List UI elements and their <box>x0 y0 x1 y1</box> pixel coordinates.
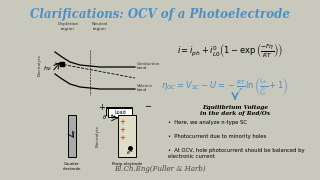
Text: Load: Load <box>114 109 126 114</box>
Text: +: + <box>119 135 125 141</box>
Text: Valence
band: Valence band <box>137 84 153 92</box>
Text: •  Photocurrent due to minority holes: • Photocurrent due to minority holes <box>168 134 266 139</box>
Text: $\theta^+$: $\theta^+$ <box>102 114 112 122</box>
Text: Photo-electrode: Photo-electrode <box>111 162 143 166</box>
Text: Depletion
region: Depletion region <box>57 22 79 31</box>
Text: −: − <box>145 102 151 111</box>
Text: +: + <box>119 127 125 133</box>
Text: $e^-$: $e^-$ <box>126 149 134 157</box>
Text: $\eta_{OC} = V_{SC} - U = -\frac{RT}{F}\ln\left(\frac{i_{ph}}{i^0_{L0}} + 1\righ: $\eta_{OC} = V_{SC} - U = -\frac{RT}{F}\… <box>161 75 289 97</box>
Bar <box>68 115 76 157</box>
Text: +: + <box>99 102 105 111</box>
Text: •  At OCV, hole photocurrent should be balanced by electronic current: • At OCV, hole photocurrent should be ba… <box>168 148 305 159</box>
Text: Electrolyte: Electrolyte <box>96 125 100 147</box>
Text: Electrolyte: Electrolyte <box>38 54 42 76</box>
Text: Counter
electrode: Counter electrode <box>63 162 81 171</box>
Bar <box>108 107 132 117</box>
Text: Conduction
band: Conduction band <box>137 62 160 70</box>
Text: $i = i_{ph} + i^0_{L0}\left(1 - \exp\left(\frac{-F\eta}{RT}\right)\right)$: $i = i_{ph} + i^0_{L0}\left(1 - \exp\lef… <box>177 42 283 60</box>
Text: $i_{ph}$: $i_{ph}$ <box>110 113 118 123</box>
Text: +: + <box>119 119 125 125</box>
Text: El.Ch.Eng(Fuller & Harb): El.Ch.Eng(Fuller & Harb) <box>114 165 206 173</box>
Text: Equilibrium Voltage
in the dark of Red/Ox: Equilibrium Voltage in the dark of Red/O… <box>200 105 270 116</box>
Bar <box>118 115 136 157</box>
Text: Clarifications: OCV of a Photoelectrode: Clarifications: OCV of a Photoelectrode <box>30 8 290 21</box>
Text: •  Here, we analyze n-type SC: • Here, we analyze n-type SC <box>168 120 247 125</box>
Text: Neutral
region: Neutral region <box>92 22 108 31</box>
Text: $h\nu$: $h\nu$ <box>43 64 53 72</box>
